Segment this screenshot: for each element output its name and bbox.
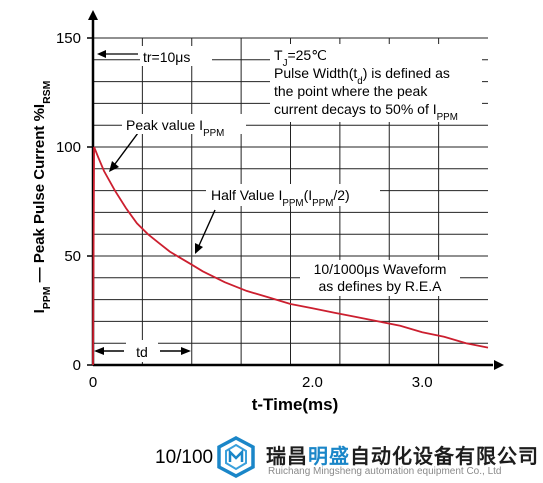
half-arrowhead [195,243,203,254]
y-axis-label: IPPM — Peak Pulse Current %IRSM [31,80,53,313]
series-line-waveform [92,146,489,366]
y-tick-label: 50 [64,248,81,265]
tr-label-bg [140,46,212,66]
tr-arrowhead [97,50,106,58]
waveform-text-line: as defines by R.E.A [319,278,443,294]
half-label-bg [206,184,380,206]
half-label: Half Value IPPM(IPPM/2) [211,187,350,209]
company-name-cn: 瑞昌明盛自动化设备有限公司 [266,444,539,468]
x-tick-label: 3.0 [412,374,433,391]
peak-arrowhead [109,161,119,172]
waveform-label-bg [300,260,460,296]
x-axis-arrowhead [494,360,504,370]
annotation-arrows [94,50,216,355]
y-axis-arrowhead [88,10,98,20]
peak-label-bg [122,114,246,134]
td-label: td [136,344,148,360]
x-axis-label: t-Time(ms) [252,395,339,414]
info-text-line: the point where the peak [274,83,428,99]
y-tick-label: 100 [56,139,81,156]
x-tick-label: 2.0 [302,374,323,391]
company-logo-icon [217,436,255,478]
peak-label: Peak value IPPM [126,117,224,139]
company-name-en: Ruichang Mingsheng automation equipment … [268,466,502,477]
info-text-line: current decays to 50% of IPPM [274,101,458,123]
td-arrowhead-left [94,347,104,355]
info-text-line: Pulse Width(td) is defined as [274,65,450,87]
y-tick-label: 0 [73,357,81,374]
y-tick-label: 150 [56,30,81,47]
td-label-bg [126,340,158,362]
td-arrowhead-right [181,347,191,355]
tick-labels: 0 50 100 150 0 2.0 3.0 [56,30,433,391]
x-tick-label: 0 [89,374,97,391]
waveform-text-line: 10/1000μs Waveform [314,261,447,277]
peak-arrow-line [111,132,139,169]
figure-caption: 10/100 [155,447,214,468]
info-text-line: TJ=25℃ [274,47,327,69]
half-arrow-line [196,209,216,251]
tr-label: tr=10μs [143,49,190,65]
info-box-bg [270,44,482,122]
